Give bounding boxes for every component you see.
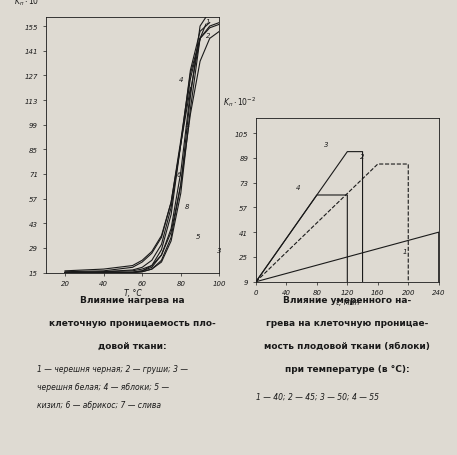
Text: 4: 4	[296, 185, 300, 191]
Text: клеточную проницаемость пло-: клеточную проницаемость пло-	[49, 318, 216, 328]
Text: грева на клеточную проницае-: грева на клеточную проницае-	[266, 318, 429, 328]
Text: 3: 3	[324, 142, 328, 148]
Text: Влияние умеренного на-: Влияние умеренного на-	[283, 296, 411, 305]
Text: 2: 2	[206, 33, 210, 39]
Text: 5: 5	[196, 233, 201, 239]
Text: Влияние нагрева на: Влияние нагрева на	[80, 296, 185, 305]
Text: $K_п \cdot 10^{-2}$: $K_п \cdot 10^{-2}$	[223, 95, 256, 108]
Text: 2: 2	[360, 154, 365, 160]
Text: 1: 1	[206, 19, 210, 25]
Text: 4: 4	[179, 77, 183, 83]
Text: 1: 1	[402, 248, 407, 254]
Text: $K_п \cdot 10^{-2}$: $K_п \cdot 10^{-2}$	[15, 0, 48, 8]
X-axis label: T, °C: T, °C	[124, 288, 141, 297]
Text: довой ткани:: довой ткани:	[98, 341, 167, 350]
Text: 1 — 40; 2 — 45; 3 — 50; 4 — 55: 1 — 40; 2 — 45; 3 — 50; 4 — 55	[256, 391, 379, 400]
Text: мость плодовой ткани (яблоки): мость плодовой ткани (яблоки)	[265, 341, 430, 350]
X-axis label: t, мин: t, мин	[335, 297, 359, 306]
Text: 7: 7	[185, 126, 189, 132]
Text: 3: 3	[218, 247, 222, 253]
Text: 1 — черешня черная; 2 — груши; 3 —: 1 — черешня черная; 2 — груши; 3 —	[37, 364, 187, 373]
Text: кизил; 6 — абрикос; 7 — слива: кизил; 6 — абрикос; 7 — слива	[37, 400, 160, 410]
Text: при температуре (в °C):: при температуре (в °C):	[285, 364, 409, 373]
Text: черешня белая; 4 — яблоки; 5 —: черешня белая; 4 — яблоки; 5 —	[37, 382, 169, 391]
Text: 8: 8	[185, 203, 189, 209]
Text: 6: 6	[177, 172, 181, 177]
